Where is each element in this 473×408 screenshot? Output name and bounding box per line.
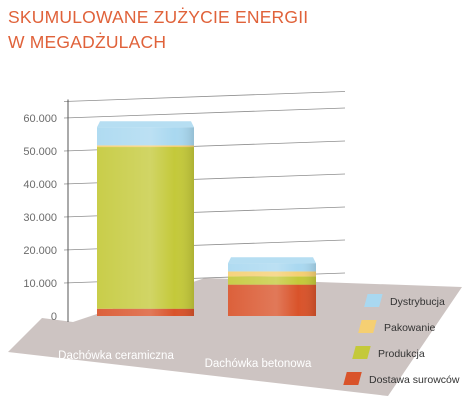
gridline: [63, 107, 346, 119]
y-tick-label: 60.000: [23, 113, 57, 125]
bar-top-face: [228, 257, 316, 264]
y-tick-label: 50.000: [23, 146, 57, 158]
legend-label: Pakowanie: [384, 322, 436, 334]
legend-label: Dystrybucja: [390, 296, 445, 308]
bar-shading: [228, 263, 316, 316]
legend-label: Produkcja: [378, 348, 425, 360]
bar-top-face: [97, 121, 194, 128]
y-tick-label: 40.000: [23, 179, 57, 191]
y-tick-label: 10.000: [23, 278, 57, 290]
y-tick-label: 30.000: [23, 212, 57, 224]
legend-swatch: [352, 346, 371, 359]
legend-label: Dostawa surowców: [369, 374, 460, 386]
y-tick-label: 0: [51, 311, 57, 323]
chart-title-line-1: SKUMULOWANE ZUŻYCIE ENERGII: [8, 7, 309, 27]
legend-swatch: [343, 372, 362, 385]
bar-shading: [97, 127, 194, 317]
chart-title-line-2: W MEGADŻULACH: [8, 32, 167, 52]
chart-title: SKUMULOWANE ZUŻYCIE ENERGII W MEGADŻULAC…: [8, 5, 308, 55]
y-tick-label: 20.000: [23, 245, 57, 257]
category-label: Dachówka betonowa: [205, 358, 312, 370]
category-label: Dachówka ceramiczna: [58, 350, 174, 362]
legend-swatch: [364, 294, 383, 307]
legend-swatch: [358, 320, 377, 333]
gridline: [63, 91, 346, 102]
